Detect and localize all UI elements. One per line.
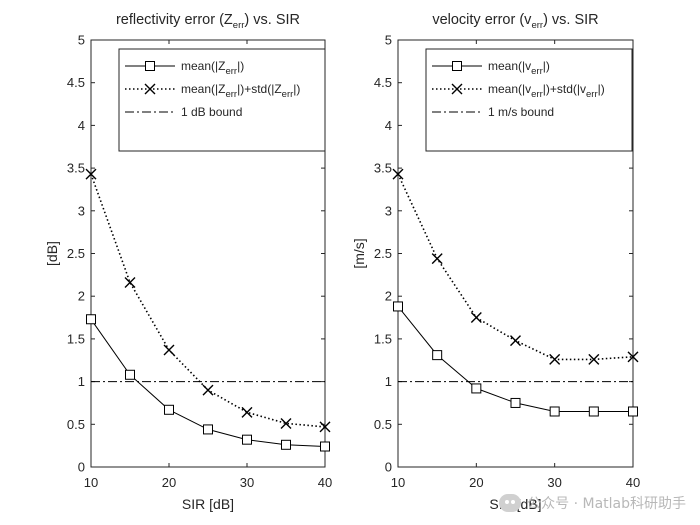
data-point-square	[242, 434, 252, 445]
x-tick-label: 10	[391, 475, 405, 490]
x-tick-label: 40	[626, 475, 640, 490]
data-point-square	[393, 301, 403, 312]
data-point-x	[588, 353, 600, 365]
x-tick-label: 20	[469, 475, 483, 490]
chart-panel-0: 0 0.5 1 1.5 2 2.5 3 3.5 4 4.5 5 10 20 30 40 SIR [dB] [dB…	[44, 12, 332, 512]
series-mean	[86, 314, 330, 452]
legend-label-mean: mean(|verr|)	[488, 59, 550, 77]
y-axis-label: [m/s]	[351, 238, 367, 268]
data-point-square	[125, 369, 135, 380]
watermark: 公众号 · Matlab科研助手	[499, 493, 686, 513]
y-tick-label: 3.5	[374, 161, 392, 176]
data-point-square	[510, 397, 521, 408]
data-point-x	[163, 344, 175, 356]
legend-label-meanstd: mean(|verr|)+std(|verr|)	[488, 82, 605, 100]
y-tick-label: 3	[78, 203, 85, 218]
y-tick-label: 0	[78, 460, 85, 475]
y-tick-label: 4	[385, 118, 392, 133]
legend-marker-x	[144, 83, 156, 95]
legend-label-bound: 1 dB bound	[181, 105, 242, 119]
data-point-x	[202, 384, 214, 396]
y-tick-label: 2	[385, 289, 392, 304]
y-tick-label: 0.5	[374, 417, 392, 432]
x-tick-label: 20	[162, 475, 176, 490]
data-point-x	[549, 353, 561, 365]
data-point-x	[241, 406, 253, 418]
legend-label-bound: 1 m/s bound	[488, 105, 554, 119]
data-point-square	[549, 406, 560, 417]
y-tick-label: 1.5	[67, 331, 85, 346]
y-tick-label: 4.5	[67, 75, 85, 90]
data-point-x	[280, 417, 292, 429]
data-point-square	[164, 404, 174, 415]
data-point-square	[86, 314, 96, 325]
data-point-x	[627, 351, 639, 363]
y-tick-label: 4	[78, 118, 85, 133]
y-tick-label: 2.5	[67, 246, 85, 261]
y-tick-label: 2.5	[374, 246, 392, 261]
data-point-square	[588, 406, 599, 417]
y-tick-label: 3.5	[67, 161, 85, 176]
x-tick-label: 30	[547, 475, 561, 490]
legend: mean(|verr|) mean(|verr|)+std(|verr|) 1 m/…	[425, 48, 633, 152]
x-tick-label: 10	[84, 475, 98, 490]
data-point-square	[432, 350, 443, 361]
chart-title: velocity error (verr) vs. SIR	[432, 12, 598, 31]
x-tick-label: 30	[240, 475, 254, 490]
x-tick-label: 40	[318, 475, 332, 490]
data-point-x	[124, 277, 136, 289]
data-point-x	[431, 253, 443, 265]
data-point-square	[281, 439, 291, 450]
y-tick-label: 5	[78, 33, 85, 48]
legend-marker-square	[145, 61, 155, 71]
data-point-square	[320, 441, 330, 452]
data-point-x	[470, 312, 482, 324]
x-axis-label: SIR [dB]	[182, 496, 234, 512]
legend-marker-x	[451, 83, 463, 95]
chart-title: reflectivity error (Zerr) vs. SIR	[116, 12, 300, 31]
y-tick-label: 3	[385, 203, 392, 218]
y-tick-label: 1	[78, 374, 85, 389]
legend-label-mean: mean(|Zerr|)	[181, 59, 244, 77]
y-tick-label: 2	[78, 289, 85, 304]
data-point-x	[319, 421, 331, 433]
wechat-icon	[499, 494, 522, 512]
series-mean	[393, 301, 638, 417]
y-tick-label: 1.5	[374, 331, 392, 346]
y-tick-label: 1	[385, 374, 392, 389]
legend: mean(|Zerr|) mean(|Zerr|)+std(|Zerr|) 1 dB…	[118, 48, 326, 152]
y-axis-label: [dB]	[44, 241, 60, 266]
series-meanstd	[392, 168, 639, 365]
data-point-square	[471, 383, 482, 394]
y-tick-label: 0.5	[67, 417, 85, 432]
y-tick-label: 0	[385, 460, 392, 475]
data-point-square	[628, 406, 638, 417]
watermark-text: 公众号 · Matlab科研助手	[527, 496, 686, 512]
legend-label-meanstd: mean(|Zerr|)+std(|Zerr|)	[181, 82, 300, 100]
y-tick-label: 5	[385, 33, 392, 48]
legend-marker-square	[452, 61, 462, 71]
series-meanstd	[85, 168, 331, 433]
data-point-x	[392, 168, 404, 180]
data-point-square	[203, 424, 213, 435]
y-tick-label: 4.5	[374, 75, 392, 90]
data-point-x	[510, 335, 521, 347]
data-point-x	[85, 168, 97, 180]
